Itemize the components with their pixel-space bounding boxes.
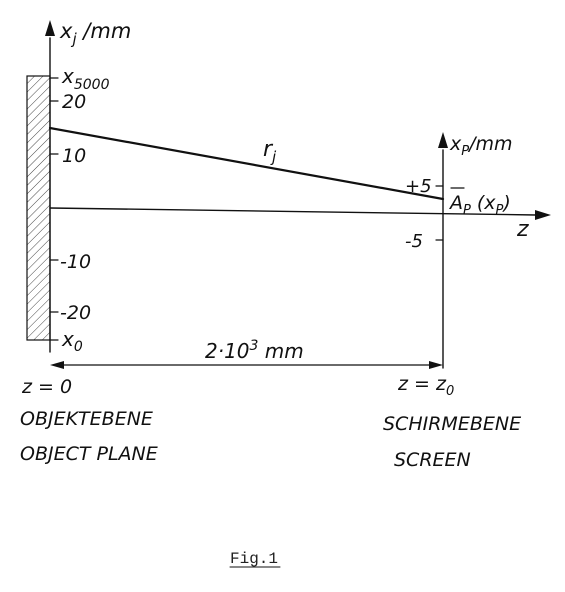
distance-label: 2·103 mm (205, 338, 304, 363)
ray-rj (48, 126, 445, 201)
left-axis-arrowhead (45, 20, 55, 36)
label-z-equals-z0: z = z0 (397, 373, 454, 399)
left-axis-label: xj /mm (59, 19, 131, 48)
z-axis-label: z (516, 217, 529, 242)
label-z-equals-0: z = 0 (21, 376, 72, 398)
z-axis-arrowhead (535, 210, 551, 220)
tick-label-minus20: -20 (60, 302, 91, 324)
object-plane-name-en: OBJECT PLANE (20, 443, 158, 465)
object-plane-slab (26, 75, 51, 341)
tick-label-minus10: -10 (60, 251, 91, 273)
label-x0: x0 (61, 327, 83, 355)
tick-label-10: 10 (62, 145, 86, 167)
tick-label-plus5: +5 (405, 176, 432, 197)
z-axis-line (49, 207, 537, 216)
right-axis-arrowhead (438, 132, 448, 148)
object-plane-name-de: OBJEKTEBENE (20, 408, 153, 430)
label-rj: rj (263, 137, 277, 166)
tick-label-minus5: -5 (405, 231, 423, 252)
tick-label-20: 20 (62, 91, 86, 113)
label-x5000: x5000 (61, 64, 110, 93)
right-axis-label: xP/mm (449, 133, 513, 159)
figure-caption: Fig.1 (230, 550, 278, 568)
screen-plane-name-en: SCREEN (394, 449, 471, 471)
screen-plane-name-de: SCHIRMEBENE (383, 413, 521, 435)
distance-arrowhead-left (50, 361, 64, 369)
label-ap: AP (xP) (448, 192, 511, 218)
distance-arrowhead-right (429, 361, 443, 369)
